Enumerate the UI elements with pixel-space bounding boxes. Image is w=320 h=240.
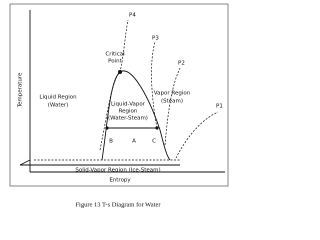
region-label: Critical (105, 52, 125, 58)
pressure-label: P4 (129, 13, 136, 19)
region-label: Vapor Region (154, 91, 191, 97)
diagram: Temperature Entropy P4 P3 P2 P1 Critical… (9, 3, 229, 208)
point-b (105, 126, 109, 130)
region-label: (Steam) (161, 99, 183, 105)
region-label: Solid-Vapor Region (Ice-Steam) (75, 168, 160, 174)
pressure-label: P2 (178, 61, 185, 67)
pressure-label: P3 (152, 36, 159, 42)
x-axis-label: Entropy (109, 178, 131, 184)
caption: Figure 13 T-s Diagram for Water (75, 201, 161, 208)
p1-line (175, 111, 219, 159)
y-axis-label: Temperature (18, 72, 24, 108)
p3-line (151, 41, 158, 129)
saturation-dome (101, 70, 171, 161)
pressure-label: P1 (216, 104, 223, 110)
region-label: (Water) (48, 103, 69, 109)
p4-line (99, 19, 129, 151)
region-label: Region (119, 109, 138, 115)
solid-edge (19, 159, 31, 166)
point-label: B (109, 139, 113, 145)
region-label: Liquid Region (39, 95, 77, 101)
page: Temperature Entropy P4 P3 P2 P1 Critical… (9, 3, 229, 209)
region-label: Point (108, 59, 122, 65)
point-label: A (132, 139, 136, 145)
p2-line (164, 67, 181, 146)
region-label: Liquid-Vapor (111, 102, 146, 108)
point-label: C (152, 139, 156, 145)
region-label: (Water-Steam) (108, 116, 148, 122)
frame (9, 3, 229, 187)
